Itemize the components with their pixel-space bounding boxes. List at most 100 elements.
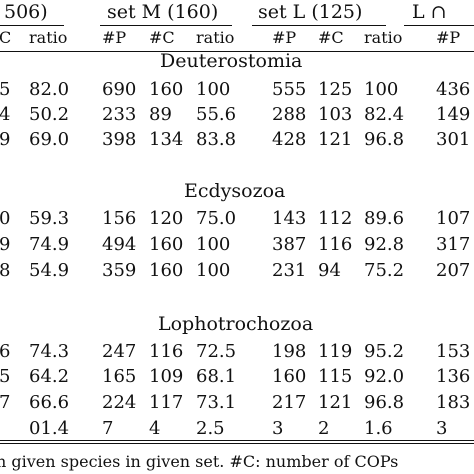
header-rule	[0, 51, 474, 52]
table-cell: 6	[0, 341, 11, 362]
table-bottom-rule	[0, 440, 474, 442]
table-cell: 103	[318, 104, 353, 125]
table-cell: 359	[102, 260, 137, 281]
table-cell: 83.8	[196, 129, 237, 150]
table-cell: 5	[0, 79, 11, 100]
table-cell: 100	[196, 79, 231, 100]
table-cell: 317	[436, 234, 471, 255]
table-cell: 73.1	[196, 392, 237, 413]
table-cell: 66.6	[29, 392, 70, 413]
table-cell: 4	[149, 418, 161, 439]
header-cmidrule	[100, 25, 232, 26]
header-cmidrule	[0, 25, 64, 26]
subheader: #C	[318, 28, 344, 47]
subheader: C	[0, 28, 12, 47]
table-cell: 0	[0, 208, 11, 229]
table-cell: 387	[272, 234, 307, 255]
table-cell: 8	[0, 260, 11, 281]
table-cell: 3	[436, 418, 448, 439]
table-cell: 2.5	[196, 418, 225, 439]
subheader: ratio	[196, 28, 235, 47]
table-bottom-rule	[0, 443, 474, 445]
table-cell: 75.2	[364, 260, 405, 281]
table-cell: 68.1	[196, 366, 237, 387]
table-cell: 117	[149, 392, 184, 413]
table-cell: 149	[436, 104, 471, 125]
table-cell: 398	[102, 129, 137, 150]
table-cell: 54.9	[29, 260, 70, 281]
table-cell: 183	[436, 392, 471, 413]
table-cell: 156	[102, 208, 137, 229]
table-cell: 4	[0, 104, 11, 125]
section-title-deuterostomia: Deuterostomia	[160, 50, 303, 72]
table-cell: 247	[102, 341, 137, 362]
subheader: #P	[102, 28, 127, 47]
table-cell: 74.9	[29, 234, 70, 255]
header-cmidrule	[252, 25, 386, 26]
table-cell: 59.3	[29, 208, 70, 229]
table-cell: 116	[149, 341, 184, 362]
table-cell: 75.0	[196, 208, 237, 229]
subheader: ratio	[364, 28, 403, 47]
section-title-lophotrochozoa: Lophotrochozoa	[158, 313, 314, 335]
table-cell: 198	[272, 341, 307, 362]
table-cell: 50.2	[29, 104, 70, 125]
table-cell: 121	[318, 129, 353, 150]
table-cell: 55.6	[196, 104, 237, 125]
table-cell: 121	[318, 392, 353, 413]
table-cell: 69.0	[29, 129, 70, 150]
header-group-set-m: set M (160)	[107, 1, 219, 23]
table-cell: 89	[149, 104, 172, 125]
table-cell: 120	[149, 208, 184, 229]
table-cell: 82.4	[364, 104, 405, 125]
table-cell: 96.8	[364, 129, 405, 150]
table-cell: 100	[196, 260, 231, 281]
header-cmidrule	[404, 25, 474, 26]
header-group-set-l: set L (125)	[258, 1, 363, 23]
subheader: #P	[272, 28, 297, 47]
table-cell: 89.6	[364, 208, 405, 229]
table-cell: 224	[102, 392, 137, 413]
table-cell: 7	[0, 392, 11, 413]
subheader: #P	[436, 28, 461, 47]
table-cell: 143	[272, 208, 307, 229]
table-cell: 207	[436, 260, 471, 281]
table-cell: 119	[318, 341, 353, 362]
header-group-l-intersect: L ∩	[412, 1, 447, 23]
table-cell: 428	[272, 129, 307, 150]
table-cell: 165	[102, 366, 137, 387]
table-cell: 7	[102, 418, 114, 439]
table-cell: 125	[318, 79, 353, 100]
table-cell: 2	[318, 418, 330, 439]
table-cell: 160	[272, 366, 307, 387]
table-cell: 92.0	[364, 366, 405, 387]
table-cell: 153	[436, 341, 471, 362]
table-cell: 288	[272, 104, 307, 125]
table-cell: 134	[149, 129, 184, 150]
table-cell: 233	[102, 104, 137, 125]
table-cell: 690	[102, 79, 137, 100]
subheader: ratio	[29, 28, 68, 47]
table-cell: 301	[436, 129, 471, 150]
table-cell: 100	[196, 234, 231, 255]
table-cell: 72.5	[196, 341, 237, 362]
table-cell: 9	[0, 129, 11, 150]
table-cell: 109	[149, 366, 184, 387]
table-cell: 94	[318, 260, 341, 281]
table-cell: 115	[318, 366, 353, 387]
table-cell: 555	[272, 79, 307, 100]
table-cell: 5	[0, 366, 11, 387]
table-cell: 160	[149, 234, 184, 255]
table-caption: n given species in given set. #C: number…	[0, 452, 399, 471]
table-cell: 136	[436, 366, 471, 387]
table-cell: 1.6	[364, 418, 393, 439]
table-cell: 64.2	[29, 366, 70, 387]
table-cell: 112	[318, 208, 353, 229]
table-cell: 82.0	[29, 79, 70, 100]
table-cell: 3	[272, 418, 284, 439]
table-cell: 436	[436, 79, 471, 100]
table-cell: 231	[272, 260, 307, 281]
table-cell: 160	[149, 79, 184, 100]
table-cell: 100	[364, 79, 399, 100]
table-cell: 95.2	[364, 341, 405, 362]
